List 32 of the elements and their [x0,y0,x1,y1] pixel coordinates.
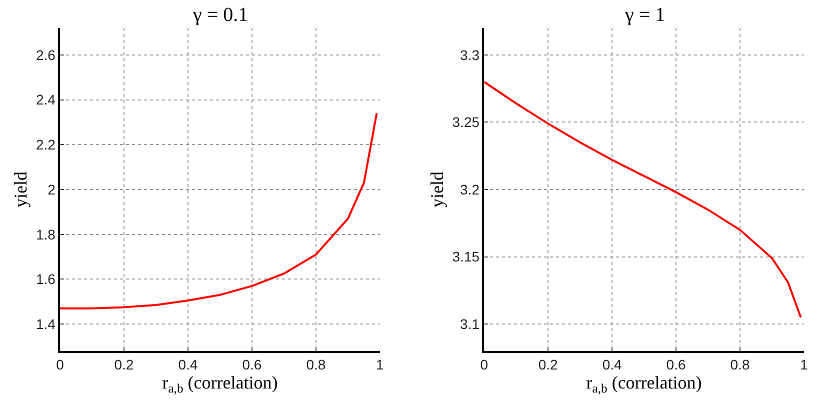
y-tick-label: 3.15 [452,248,480,265]
y-tick-label: 1.4 [36,316,56,332]
x-tick-label: 0.6 [242,356,262,373]
y-axis-title: yield [426,172,447,208]
chart-title: γ = 1 [624,4,666,26]
x-tick-label: 1 [800,356,808,373]
line-series [60,112,378,310]
x-tick-label: 0.8 [306,356,326,373]
y-axis-title: yield [10,172,31,208]
x-tick-label: 0.8 [730,356,750,373]
y-tick-label: 1.8 [36,226,56,242]
x-axis-title: r$_{a,b}$ (correlation) [586,372,702,396]
y-tick-label: 2.2 [36,136,56,153]
x-tick-label: 0 [480,356,488,373]
x-tick-label: 0.4 [602,356,622,373]
x-tick-label: 0.6 [666,356,686,373]
y-tick-label: 3.25 [452,114,480,130]
x-tick-label: 0.4 [178,356,198,373]
y-tick-label: 2.4 [36,92,56,108]
x-tick-label: 0.2 [538,356,558,373]
x-tick-label: 1 [376,356,384,373]
y-tick-label: 3.1 [460,316,480,332]
chart-title: γ = 0.1 [192,4,248,26]
x-axis-title: r$_{a,b}$ (correlation) [162,372,278,396]
line-series [484,80,802,318]
y-tick-label: 3.2 [460,181,480,198]
x-tick-label: 0 [56,356,64,373]
x-tick-label: 0.2 [114,356,134,373]
y-tick-label: 2.6 [36,46,56,63]
y-tick-label: 2 [48,181,56,198]
y-tick-label: 3.3 [460,46,480,63]
y-tick-label: 1.6 [36,271,56,288]
